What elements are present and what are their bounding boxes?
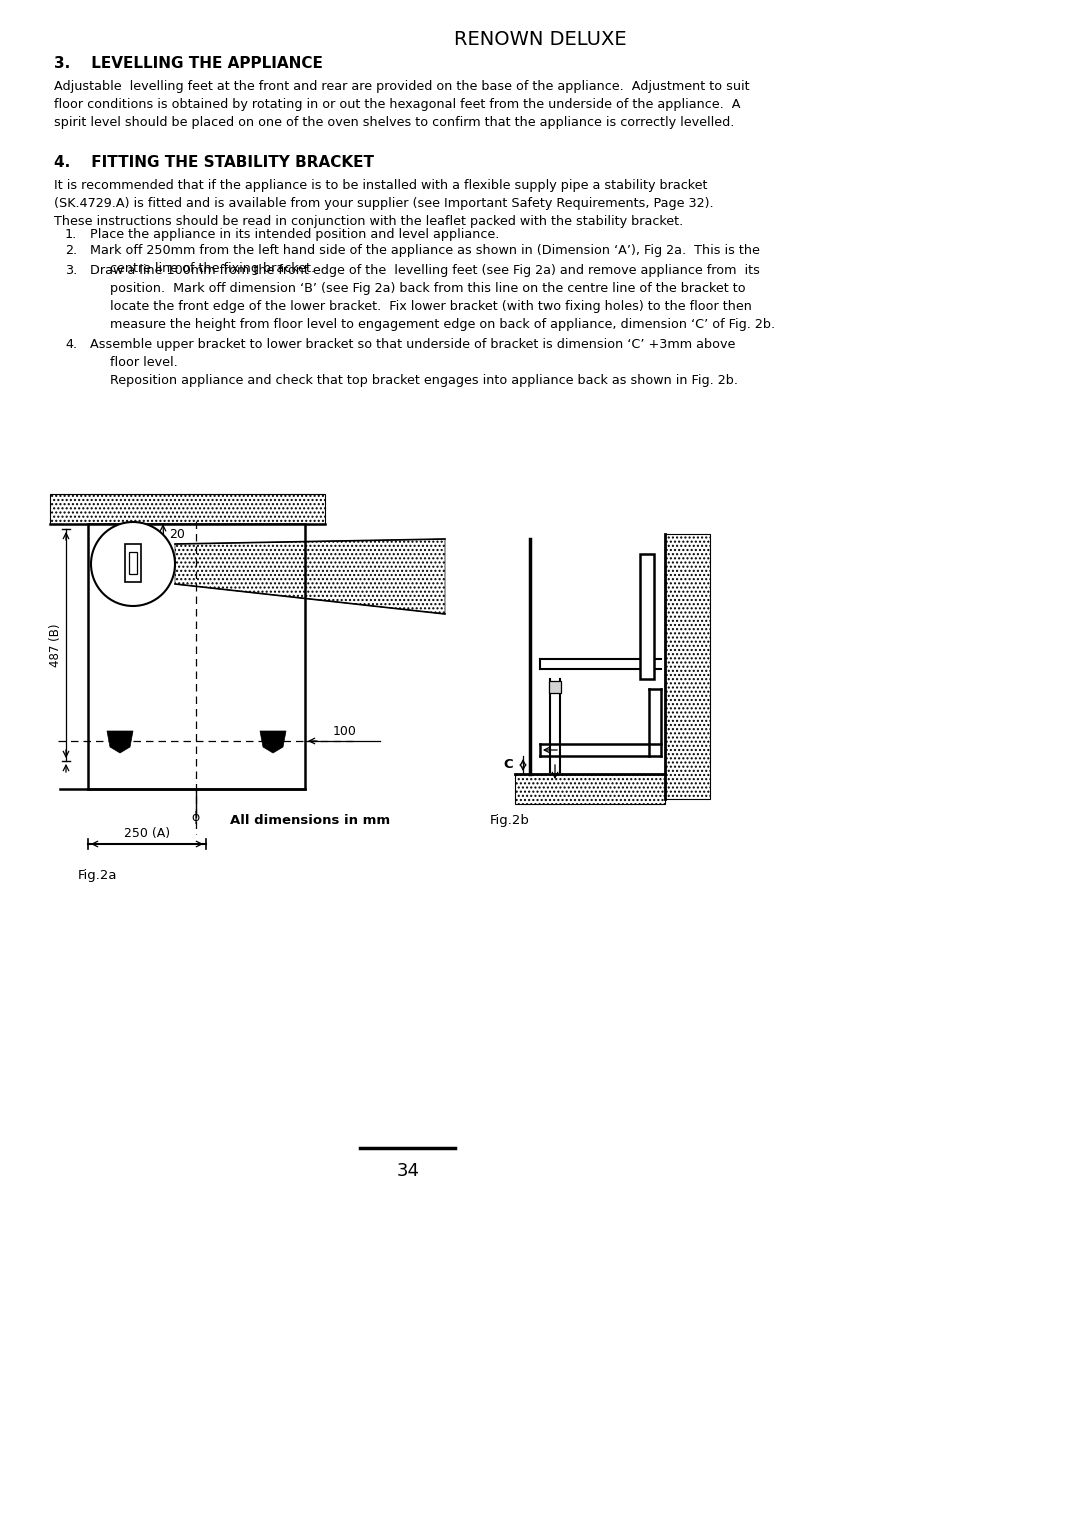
Text: C: C [503,758,513,772]
Polygon shape [260,730,286,753]
Text: 2.: 2. [65,244,77,257]
Text: Mark off 250mm from the left hand side of the appliance as shown in (Dimension ‘: Mark off 250mm from the left hand side o… [90,244,760,275]
Text: 4.    FITTING THE STABILITY BRACKET: 4. FITTING THE STABILITY BRACKET [54,154,374,170]
Text: 3.    LEVELLING THE APPLIANCE: 3. LEVELLING THE APPLIANCE [54,57,323,70]
Text: 100: 100 [333,724,356,738]
Bar [515,775,665,804]
Text: RENOWN DELUXE: RENOWN DELUXE [454,31,626,49]
Text: Adjustable  levelling feet at the front and rear are provided on the base of the: Adjustable levelling feet at the front a… [54,79,750,128]
Text: Fig.2a: Fig.2a [78,869,118,882]
Text: $\mathsf{\phi}$: $\mathsf{\phi}$ [191,808,201,825]
Text: 34: 34 [396,1161,419,1180]
Text: It is recommended that if the appliance is to be installed with a flexible suppl: It is recommended that if the appliance … [54,179,714,228]
Text: 1.: 1. [65,228,78,241]
Polygon shape [107,730,133,753]
Text: Assemble upper bracket to lower bracket so that underside of bracket is dimensio: Assemble upper bracket to lower bracket … [90,338,738,387]
Text: 250 (A): 250 (A) [124,827,170,840]
Circle shape [91,523,175,607]
Bar [125,544,141,582]
Bar [129,552,137,575]
Text: Fig.2b: Fig.2b [490,814,530,827]
Text: 3.: 3. [65,264,78,277]
Bar [87,524,305,788]
Text: Place the appliance in its intended position and level appliance.: Place the appliance in its intended posi… [90,228,499,241]
Text: Draw a line 100mm from the front edge of the  levelling feet (see Fig 2a) and re: Draw a line 100mm from the front edge of… [90,264,775,332]
Text: All dimensions in mm: All dimensions in mm [230,814,390,827]
Polygon shape [549,681,561,694]
Text: 4.: 4. [65,338,77,351]
Bar [665,533,710,799]
Bar [640,555,654,678]
Text: 20: 20 [168,527,185,541]
Text: 487 (B): 487 (B) [50,623,63,666]
Bar [50,494,325,524]
